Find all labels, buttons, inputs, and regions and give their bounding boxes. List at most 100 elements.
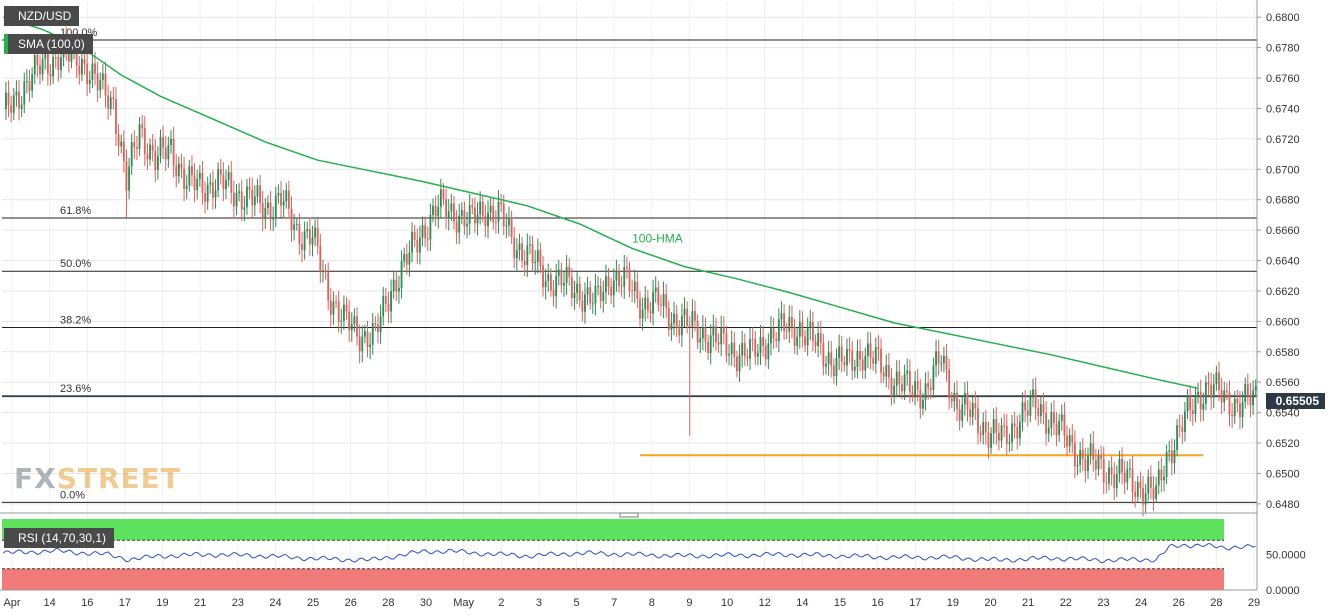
candle-body (1034, 389, 1037, 409)
instrument-label[interactable]: NZD/USD (4, 6, 80, 26)
candle-body (75, 44, 78, 66)
candle-body (1060, 414, 1063, 421)
candle-body (903, 373, 906, 392)
candle-body (843, 361, 846, 366)
candle-body (466, 223, 468, 227)
candle-body (573, 292, 576, 299)
time-tick-label: 17 (119, 597, 131, 609)
sma-indicator-label[interactable]: SMA (100,0) (4, 34, 93, 54)
candle-body (377, 324, 379, 333)
candle-body (513, 237, 516, 259)
candle-body (162, 136, 165, 148)
candle-body (1008, 442, 1011, 444)
candle-body (1013, 423, 1016, 427)
candle-body (479, 201, 482, 215)
candle-body (680, 315, 683, 336)
candle-body (848, 349, 851, 351)
candle-body (822, 342, 825, 367)
candle-body (576, 283, 579, 293)
candle-body (86, 63, 89, 85)
candle-body (432, 205, 434, 215)
price-tick-label: 0.6600 (1266, 316, 1300, 328)
candle-body (1147, 476, 1150, 494)
candle-body (434, 205, 437, 217)
candle-body (80, 58, 83, 75)
price-tick-label: 0.6480 (1266, 499, 1300, 511)
time-tick-label: 2 (498, 597, 504, 609)
candle-body (607, 276, 610, 287)
price-tick-label: 0.6760 (1266, 73, 1300, 85)
candle-body (906, 370, 909, 374)
candle-body (510, 217, 513, 238)
candle-body (720, 327, 723, 345)
candle-body (342, 304, 345, 321)
candle-body (1149, 476, 1152, 488)
candle-body (28, 81, 31, 91)
candle-body (1050, 412, 1053, 428)
candle-body (437, 206, 440, 217)
candle-body (759, 336, 762, 353)
candle-body (1212, 384, 1215, 398)
price-tick-label: 0.6660 (1266, 225, 1300, 237)
candle-body (838, 346, 841, 358)
candle-body (206, 184, 209, 202)
candle-body (529, 244, 531, 246)
candle-body (817, 332, 820, 347)
candle-body (272, 218, 275, 220)
candle-body (259, 185, 261, 204)
candle-body (1184, 411, 1186, 433)
rsi-zones (2, 519, 1224, 590)
time-tick-label: 15 (834, 597, 846, 609)
candle-body (1092, 443, 1095, 460)
rsi-overbought-zone (2, 519, 1224, 541)
candle-body (138, 124, 141, 149)
candle-body (350, 323, 353, 331)
candle-body (1181, 426, 1184, 433)
candle-body (319, 245, 322, 272)
candle-body (217, 169, 220, 191)
candle-body (450, 203, 453, 212)
candle-body (660, 304, 662, 306)
candle-body (416, 239, 419, 253)
candle-body (285, 190, 288, 202)
logo-part-fx: FX (14, 462, 57, 495)
time-tick-label: 26 (345, 597, 357, 609)
candle-body (492, 205, 495, 222)
candle-body (791, 316, 793, 327)
price-tick-label: 0.6700 (1266, 164, 1300, 176)
candle-body (345, 304, 348, 312)
candle-body (130, 142, 133, 167)
candle-body (1165, 451, 1168, 477)
candle-body (961, 404, 964, 421)
candle-body (725, 333, 728, 356)
candle-body (772, 328, 775, 339)
candle-body (494, 221, 497, 223)
candle-body (1223, 390, 1226, 403)
candle-body (998, 432, 1000, 441)
candle-body (1073, 442, 1076, 467)
candle-body (395, 279, 398, 292)
candle-body (785, 330, 788, 332)
candle-body (293, 224, 296, 230)
hma-line: 100-HMA (3, 16, 1199, 390)
candle-body (400, 261, 403, 288)
candle-body (691, 311, 694, 327)
candle-body (612, 280, 615, 296)
candle-body (982, 421, 985, 435)
candle-body (439, 189, 442, 207)
candle-body (405, 254, 408, 265)
time-tick-label: 12 (759, 597, 771, 609)
candle-body (523, 261, 526, 265)
time-tick-label: 16 (81, 597, 93, 609)
price-tick-label: 0.6520 (1266, 438, 1300, 450)
rsi-tick-label: 0.0000 (1266, 585, 1300, 597)
candle-body (411, 232, 413, 253)
rsi-indicator-label[interactable]: RSI (14,70,30,1) (4, 528, 115, 548)
candle-body (683, 308, 686, 316)
candle-body (555, 275, 558, 297)
candle-body (531, 244, 534, 264)
candle-body (990, 433, 992, 448)
candle-body (916, 381, 919, 390)
candle-body (1110, 467, 1113, 475)
